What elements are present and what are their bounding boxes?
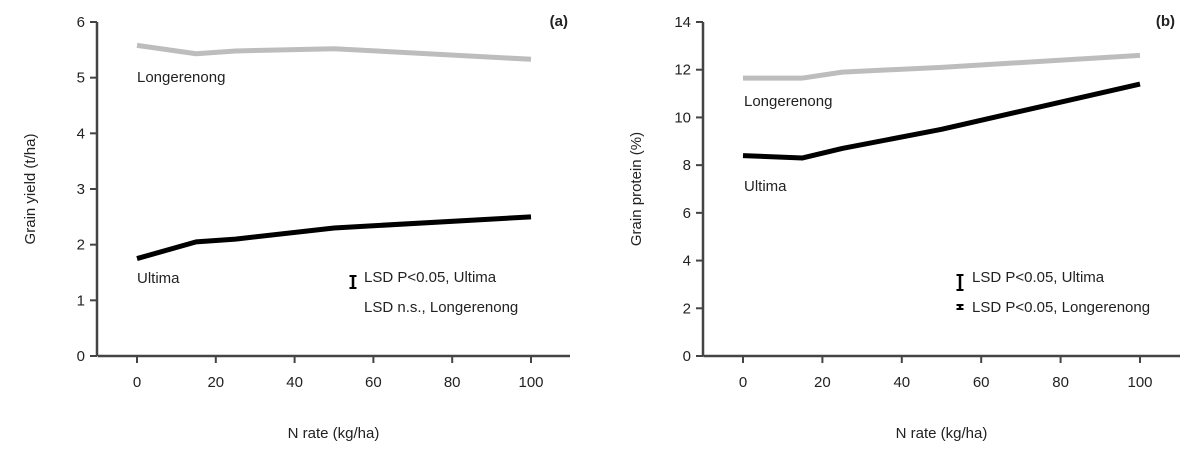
x-tick-label: 40 xyxy=(893,374,910,391)
x-tick-label: 0 xyxy=(739,374,747,391)
y-tick-label: 8 xyxy=(683,157,691,174)
x-tick-label: 60 xyxy=(973,374,990,391)
x-tick-label: 80 xyxy=(444,374,461,391)
y-tick-label: 6 xyxy=(683,205,691,222)
series-line-ultima xyxy=(742,81,1141,161)
y-axis-label: Grain yield (t/ha) xyxy=(22,134,39,245)
lsd-error-bar xyxy=(956,274,964,291)
lsd-error-bar xyxy=(349,275,357,289)
lsd-annotation: LSD n.s., Longerenong xyxy=(364,299,518,316)
x-tick-label: 20 xyxy=(814,374,831,391)
x-tick-label: 100 xyxy=(518,374,543,391)
y-tick-label: 12 xyxy=(674,62,691,79)
y-tick-label: 0 xyxy=(683,348,691,365)
lsd-error-bar xyxy=(956,304,964,310)
lsd-annotation: LSD P<0.05, Longerenong xyxy=(972,299,1150,316)
x-tick-label: 0 xyxy=(133,374,141,391)
series-line-longerenong xyxy=(743,52,1141,81)
y-tick-label: 0 xyxy=(77,348,85,365)
chart-panel-b: 0 2 4 6 8 10 12 14 0 20 40 60 80 100 N rate (kg/ha) Gra… xyxy=(628,13,1180,442)
panel-label: (a) xyxy=(550,13,568,30)
x-tick-label: 60 xyxy=(365,374,382,391)
y-tick-label: 5 xyxy=(77,70,85,87)
lsd-annotation: LSD P<0.05, Ultima xyxy=(364,269,497,286)
y-tick-label: 4 xyxy=(77,125,85,142)
y-tick-label: 4 xyxy=(683,253,691,270)
lsd-annotation: LSD P<0.05, Ultima xyxy=(972,269,1105,286)
y-axis-label: Grain protein (%) xyxy=(628,132,645,246)
y-tick-label: 6 xyxy=(77,14,85,31)
series-line-longerenong xyxy=(136,42,532,62)
y-tick-label: 2 xyxy=(77,237,85,254)
series-line-ultima xyxy=(136,214,532,261)
series-label-ultima: Ultima xyxy=(137,270,180,287)
series-label-longerenong: Longerenong xyxy=(137,69,225,86)
y-tick-label: 10 xyxy=(674,109,691,126)
panel-label: (b) xyxy=(1156,13,1175,30)
x-axis-label: N rate (kg/ha) xyxy=(288,425,380,442)
x-tick-label: 100 xyxy=(1127,374,1152,391)
y-tick-label: 14 xyxy=(674,14,691,31)
x-tick-label: 80 xyxy=(1052,374,1069,391)
y-tick-label: 3 xyxy=(77,181,85,198)
series-label-ultima: Ultima xyxy=(744,178,787,195)
series-label-longerenong: Longerenong xyxy=(744,93,832,110)
y-tick-label: 2 xyxy=(683,300,691,317)
x-tick-label: 20 xyxy=(207,374,224,391)
y-tick-label: 1 xyxy=(77,292,85,309)
x-axis-label: N rate (kg/ha) xyxy=(896,425,988,442)
x-tick-label: 40 xyxy=(286,374,303,391)
